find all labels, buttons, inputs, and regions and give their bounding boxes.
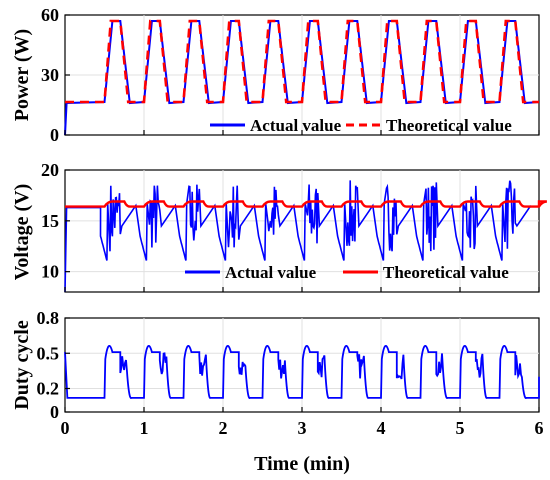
voltage-legend-actual-label: Actual value [225,263,317,282]
actual-voltage-line [64,180,532,293]
duty-y-ticks: 0 0.2 0.5 0.8 [37,308,70,422]
power-legend-actual-label: Actual value [250,116,342,135]
duty-x-ticks: 0 1 2 3 4 5 6 [61,407,544,438]
x-tick-label: 3 [298,418,307,438]
voltage-x-ticks [64,287,540,292]
duty-series [64,345,540,399]
x-tick-label: 2 [219,418,228,438]
y-tick-label: 0 [50,402,59,422]
y-tick-label: 0 [50,125,59,145]
y-tick-label: 15 [41,211,59,231]
x-tick-label: 1 [140,418,149,438]
duty-cycle-line [64,345,540,399]
power-y-ticks: 0 30 60 [41,5,70,145]
voltage-legend-theoretical-label: Theoretical value [383,263,509,282]
voltage-legend: Actual value Theoretical value [185,263,509,282]
theoretical-power-line [65,19,539,104]
y-tick-label: 0.2 [37,379,60,399]
y-tick-label: 60 [41,5,59,25]
power-grid [65,15,539,135]
voltage-ylabel: Voltage (V) [11,184,33,280]
theoretical-voltage-line [65,200,547,208]
power-legend: Actual value Theoretical value [210,116,512,135]
power-panel: 0 30 60 Power (W) Actual value Theoretical… [11,5,540,145]
y-tick-label: 0.5 [37,343,60,363]
x-tick-label: 5 [456,418,465,438]
x-tick-label: 0 [61,418,70,438]
power-x-ticks [64,130,540,135]
voltage-panel: 10 15 20 Voltage (V) Actual value Theoreti… [11,160,547,293]
y-tick-label: 30 [41,65,59,85]
power-ylabel: Power (W) [11,29,33,121]
y-tick-label: 20 [41,160,59,180]
voltage-grid [65,170,539,292]
duty-ylabel: Duty cycle [11,320,33,410]
y-tick-label: 0.8 [37,308,60,328]
voltage-y-ticks: 10 15 20 [41,160,70,282]
power-legend-theoretical-label: Theoretical value [386,116,512,135]
y-tick-label: 10 [41,262,59,282]
power-series [64,19,540,136]
x-tick-label: 6 [535,418,544,438]
x-tick-label: 4 [377,418,386,438]
duty-xlabel: Time (min) [254,453,350,475]
voltage-series [64,180,547,293]
